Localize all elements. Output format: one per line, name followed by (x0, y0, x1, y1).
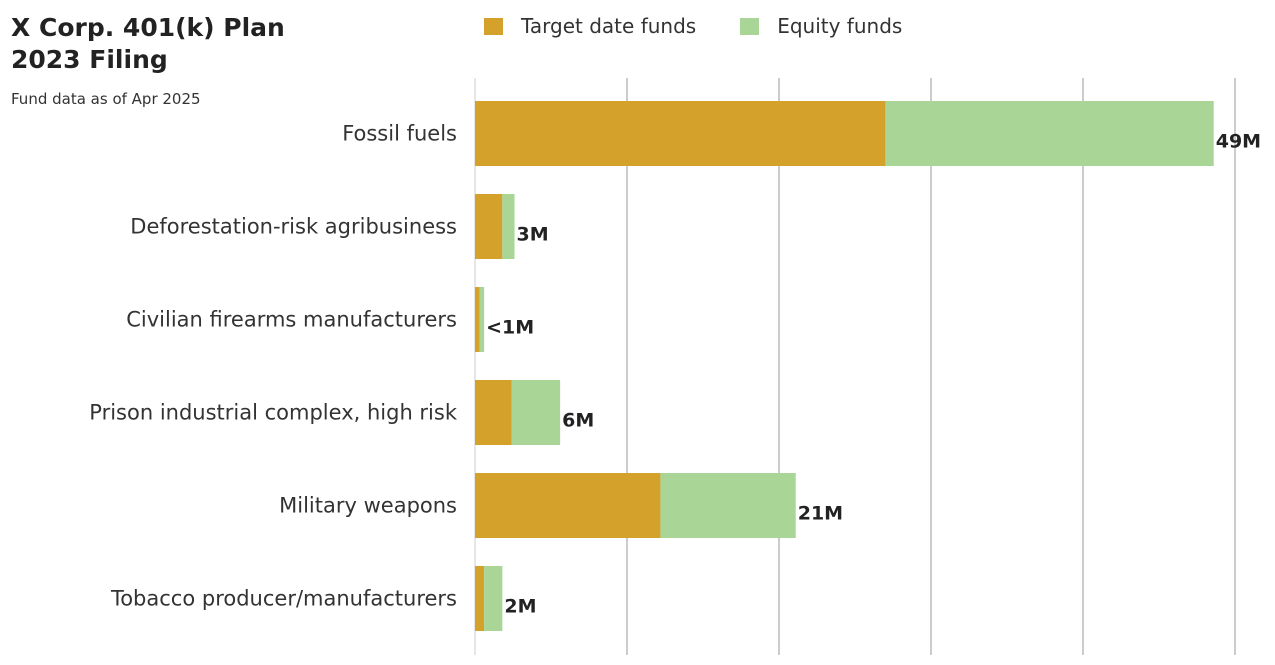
bar-segment-equity (502, 194, 515, 259)
bar-segment-target-date (475, 473, 661, 538)
bar-segment-equity (511, 380, 561, 445)
category-label: Military weapons (279, 494, 457, 518)
chart-subtitle: Fund data as of Apr 2025 (11, 90, 201, 108)
category-label: Tobacco producer/manufacturers (110, 587, 457, 611)
category-label: Prison industrial complex, high risk (89, 401, 458, 425)
chart-legend: Target date funds Equity funds (484, 14, 946, 38)
bar-segment-equity (479, 287, 485, 352)
category-label: Civilian firearms manufacturers (126, 308, 457, 332)
bar-segment-equity (484, 566, 503, 631)
legend-swatch-target-date (484, 17, 503, 35)
category-label: Deforestation-risk agribusiness (130, 215, 457, 239)
category-label: Fossil fuels (342, 122, 457, 146)
bar-segment-target-date (475, 287, 480, 352)
chart-title-line-1: X Corp. 401(k) Plan (11, 13, 285, 42)
chart-title: X Corp. 401(k) Plan 2023 Filing (11, 12, 285, 76)
bar-value-label: 49M (1216, 131, 1261, 153)
legend-item-equity: Equity funds (740, 14, 902, 38)
chart-title-line-2: 2023 Filing (11, 45, 168, 74)
legend-swatch-equity (740, 17, 760, 35)
bar-segment-target-date (475, 380, 512, 445)
bar-segment-target-date (475, 566, 485, 631)
bar-segment-target-date (475, 101, 886, 166)
bar-value-label: <1M (486, 317, 534, 339)
bar-segment-target-date (475, 194, 503, 259)
bar-segment-equity (660, 473, 796, 538)
bar-value-label: 21M (798, 503, 843, 525)
bar-value-label: 3M (517, 224, 549, 246)
legend-label-target-date: Target date funds (521, 14, 697, 38)
legend-label-equity: Equity funds (777, 14, 903, 38)
legend-item-target-date: Target date funds (484, 14, 696, 38)
bar-segment-equity (885, 101, 1214, 166)
bar-value-label: 6M (562, 410, 594, 432)
bar-value-label: 2M (504, 596, 536, 618)
